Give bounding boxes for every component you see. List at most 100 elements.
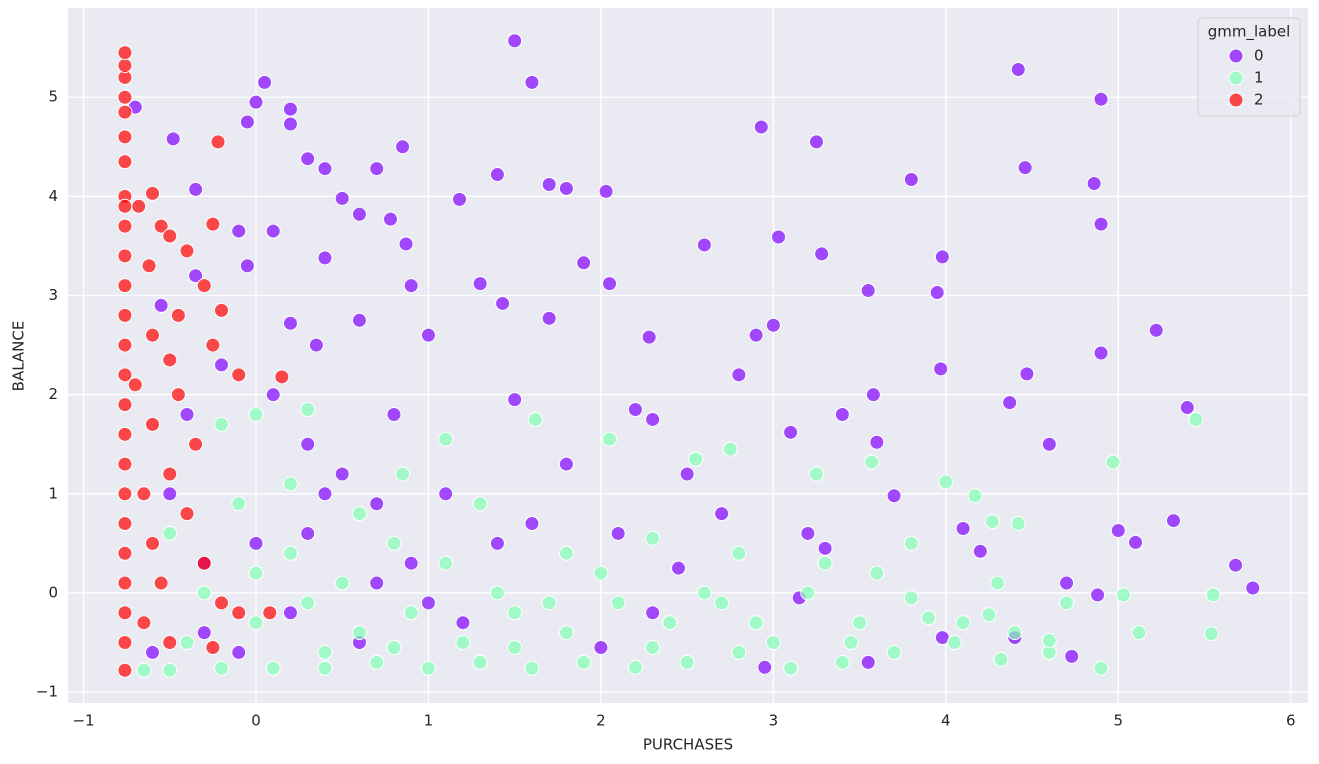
point bbox=[753, 119, 769, 135]
x-tick-label: 6 bbox=[1286, 712, 1296, 730]
legend-label: 1 bbox=[1254, 69, 1264, 87]
point bbox=[903, 535, 919, 551]
point bbox=[369, 654, 385, 670]
point bbox=[817, 540, 833, 556]
x-tick-label: 2 bbox=[596, 712, 606, 730]
point bbox=[990, 575, 1006, 591]
point bbox=[162, 635, 178, 651]
point bbox=[860, 654, 876, 670]
point bbox=[593, 565, 609, 581]
point bbox=[117, 575, 133, 591]
point bbox=[395, 139, 411, 155]
point bbox=[153, 297, 169, 313]
point bbox=[231, 644, 247, 660]
point bbox=[507, 639, 523, 655]
point bbox=[239, 258, 255, 274]
point bbox=[748, 615, 764, 631]
point bbox=[141, 258, 157, 274]
point bbox=[967, 488, 983, 504]
point bbox=[145, 327, 161, 343]
point bbox=[136, 615, 152, 631]
x-tick-label: 5 bbox=[1114, 712, 1124, 730]
point bbox=[808, 134, 824, 150]
y-axis-label: BALANCE bbox=[10, 321, 28, 392]
point bbox=[170, 387, 186, 403]
point bbox=[1007, 625, 1023, 641]
point bbox=[398, 236, 414, 252]
point bbox=[213, 595, 229, 611]
point bbox=[598, 183, 614, 199]
x-tick-label: 3 bbox=[769, 712, 779, 730]
point bbox=[117, 516, 133, 532]
point bbox=[610, 595, 626, 611]
point bbox=[662, 615, 678, 631]
point bbox=[843, 635, 859, 651]
marks bbox=[117, 33, 1261, 678]
point bbox=[334, 190, 350, 206]
point bbox=[117, 218, 133, 234]
point bbox=[1228, 557, 1244, 573]
point bbox=[1131, 625, 1147, 641]
y-tick-label: 2 bbox=[48, 385, 58, 403]
point bbox=[369, 575, 385, 591]
point bbox=[117, 545, 133, 561]
point bbox=[765, 635, 781, 651]
point bbox=[472, 654, 488, 670]
point bbox=[117, 635, 133, 651]
point bbox=[489, 167, 505, 183]
point bbox=[558, 456, 574, 472]
point bbox=[317, 161, 333, 177]
legend-label: 2 bbox=[1254, 91, 1264, 109]
point bbox=[282, 605, 298, 621]
point bbox=[300, 402, 316, 418]
point bbox=[1093, 216, 1109, 232]
point bbox=[162, 228, 178, 244]
point bbox=[248, 94, 264, 110]
point bbox=[179, 506, 195, 522]
point bbox=[748, 327, 764, 343]
point bbox=[420, 595, 436, 611]
point bbox=[170, 307, 186, 323]
point bbox=[248, 406, 264, 422]
point bbox=[903, 590, 919, 606]
point bbox=[300, 151, 316, 167]
point bbox=[265, 387, 281, 403]
point bbox=[334, 575, 350, 591]
point bbox=[117, 307, 133, 323]
point bbox=[921, 610, 937, 626]
point bbox=[438, 431, 454, 447]
point bbox=[351, 506, 367, 522]
point bbox=[933, 361, 949, 377]
point bbox=[527, 411, 543, 427]
point bbox=[257, 74, 273, 90]
point bbox=[265, 223, 281, 239]
point bbox=[472, 496, 488, 512]
point bbox=[765, 317, 781, 333]
point bbox=[351, 312, 367, 328]
x-tick-label: −1 bbox=[72, 712, 94, 730]
point bbox=[627, 402, 643, 418]
legend: gmm_label 0 1 2 bbox=[1197, 17, 1301, 117]
point bbox=[117, 456, 133, 472]
point bbox=[602, 431, 618, 447]
point bbox=[771, 229, 787, 245]
point bbox=[213, 660, 229, 676]
point bbox=[731, 644, 747, 660]
point bbox=[783, 660, 799, 676]
point bbox=[1093, 660, 1109, 676]
point bbox=[946, 635, 962, 651]
point bbox=[117, 278, 133, 294]
point bbox=[714, 506, 730, 522]
point bbox=[934, 249, 950, 265]
point bbox=[395, 466, 411, 482]
point bbox=[472, 276, 488, 292]
point bbox=[162, 486, 178, 502]
point bbox=[1002, 395, 1018, 411]
point bbox=[210, 134, 226, 150]
point bbox=[403, 605, 419, 621]
point bbox=[239, 114, 255, 130]
point bbox=[117, 45, 133, 61]
y-tick-label: 4 bbox=[48, 187, 58, 205]
point bbox=[886, 644, 902, 660]
point bbox=[117, 89, 133, 105]
